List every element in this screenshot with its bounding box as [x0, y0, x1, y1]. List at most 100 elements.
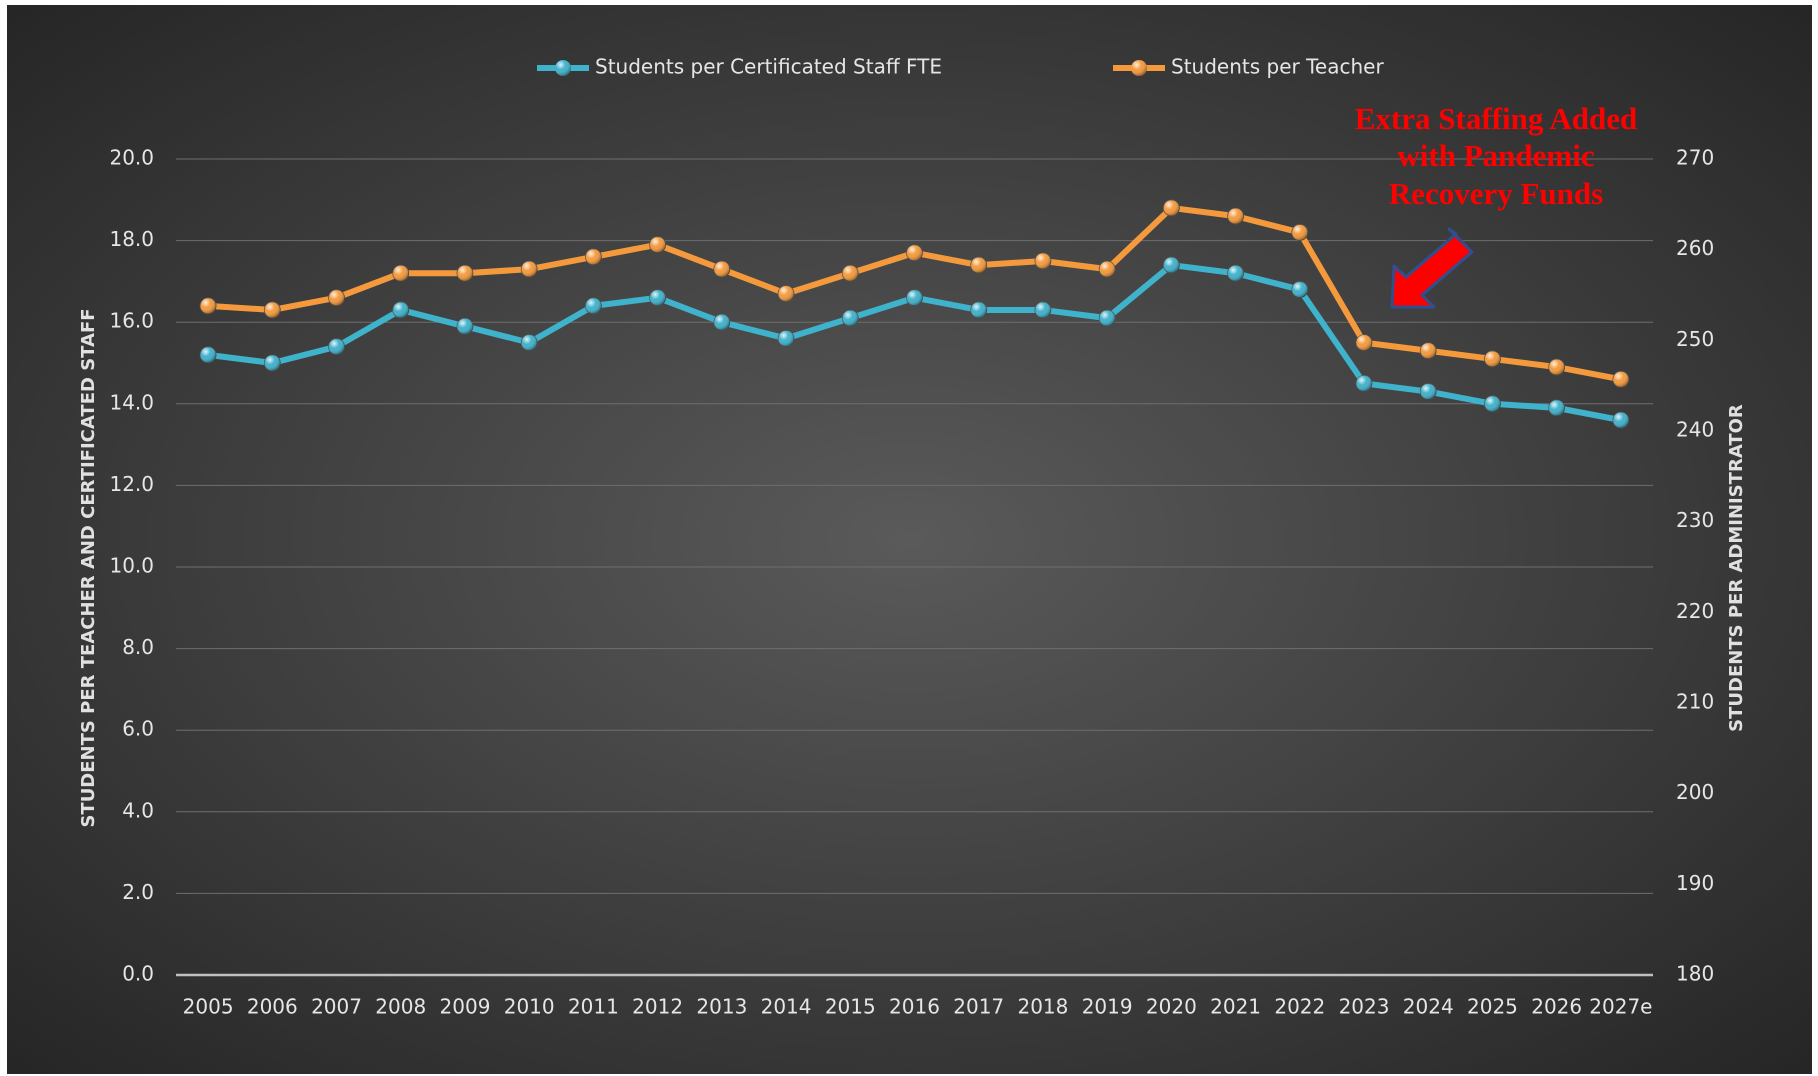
x-tick-label: 2024	[1403, 995, 1454, 1019]
y2-tick-label: 180	[1676, 962, 1714, 986]
data-point-highlight	[649, 289, 666, 306]
y-tick-label: 12.0	[109, 472, 154, 496]
legend-marker-highlight	[1131, 60, 1147, 76]
data-point-highlight	[1420, 383, 1437, 400]
x-tick-label: 2012	[632, 995, 683, 1019]
y-axis-title: STUDENTS PER TEACHER AND CERTIFICATED ST…	[78, 308, 99, 827]
data-point-highlight	[200, 297, 217, 314]
data-point-highlight	[1163, 199, 1180, 216]
annotation: Recovery Funds	[1389, 176, 1603, 211]
data-point-highlight	[392, 301, 409, 318]
y2-tick-label: 190	[1676, 871, 1714, 895]
x-tick-label: 2013	[696, 995, 747, 1019]
data-point-highlight	[392, 265, 409, 282]
data-point-highlight	[200, 346, 217, 363]
x-tick-label: 2011	[568, 995, 619, 1019]
data-point-highlight	[456, 318, 473, 335]
data-point-highlight	[778, 330, 795, 347]
y-tick-label: 6.0	[122, 717, 154, 741]
y2-tick-label: 270	[1676, 146, 1714, 170]
x-tick-label: 2018	[1017, 995, 1068, 1019]
x-tick-label: 2025	[1467, 995, 1518, 1019]
y-tick-label: 4.0	[122, 798, 154, 822]
data-point-highlight	[1484, 350, 1501, 367]
y2-tick-label: 250	[1676, 327, 1714, 351]
data-point-highlight	[649, 236, 666, 253]
y2-tick-label: 220	[1676, 599, 1714, 623]
y2-tick-label: 240	[1676, 418, 1714, 442]
data-point-highlight	[585, 248, 602, 265]
data-point-highlight	[1291, 224, 1308, 241]
data-point-highlight	[1034, 301, 1051, 318]
x-tick-label: 2006	[247, 995, 298, 1019]
legend-label: Students per Certificated Staff FTE	[595, 55, 942, 79]
data-point-highlight	[1548, 359, 1565, 376]
data-point-highlight	[1612, 412, 1629, 429]
data-point-highlight	[1163, 257, 1180, 274]
y-tick-label: 20.0	[109, 146, 154, 170]
data-point-highlight	[456, 265, 473, 282]
series-group	[199, 199, 1630, 429]
data-point-highlight	[1227, 265, 1244, 282]
data-point-highlight	[1227, 208, 1244, 225]
x-tick-label: 2015	[825, 995, 876, 1019]
legend-marker-highlight	[555, 60, 571, 76]
x-tick-label: 2022	[1274, 995, 1325, 1019]
x-tick-label: 2021	[1210, 995, 1261, 1019]
data-point-highlight	[842, 265, 859, 282]
data-point-highlight	[713, 261, 730, 278]
data-point-highlight	[1484, 395, 1501, 412]
data-point-highlight	[970, 301, 987, 318]
y-tick-label: 0.0	[122, 962, 154, 986]
y2-tick-label: 200	[1676, 780, 1714, 804]
data-point-highlight	[970, 257, 987, 274]
data-point-highlight	[328, 289, 345, 306]
x-tick-label: 2026	[1531, 995, 1582, 1019]
y2-tick-label: 210	[1676, 690, 1714, 714]
y-tick-label: 16.0	[109, 309, 154, 333]
data-point-highlight	[521, 334, 538, 351]
data-point-highlight	[906, 289, 923, 306]
data-point-highlight	[585, 297, 602, 314]
data-point-highlight	[328, 338, 345, 355]
y2-axis-title: STUDENTS PER ADMINISTRATOR	[1726, 404, 1747, 732]
x-tick-label: 2009	[440, 995, 491, 1019]
data-point-highlight	[713, 314, 730, 331]
annotation: with Pandemic	[1397, 138, 1594, 173]
y-tick-label: 14.0	[109, 390, 154, 414]
data-point-highlight	[264, 355, 281, 371]
data-point-highlight	[906, 244, 923, 261]
data-point-highlight	[1612, 371, 1629, 388]
data-point-highlight	[1291, 281, 1308, 298]
data-point-highlight	[842, 310, 859, 327]
data-point-highlight	[1034, 253, 1051, 269]
x-tick-label: 2020	[1146, 995, 1197, 1019]
x-tick-label: 2007	[311, 995, 362, 1019]
y-tick-label: 10.0	[109, 554, 154, 578]
x-tick-label: 2008	[375, 995, 426, 1019]
data-point-highlight	[778, 285, 795, 302]
x-tick-label: 2019	[1082, 995, 1133, 1019]
y-tick-label: 2.0	[122, 880, 154, 904]
y-tick-label: 8.0	[122, 635, 154, 659]
x-tick-label: 2027e	[1589, 995, 1652, 1019]
y2-tick-label: 260	[1676, 236, 1714, 260]
data-point-highlight	[521, 261, 538, 278]
data-point-highlight	[1548, 399, 1565, 416]
data-point-highlight	[264, 301, 281, 318]
data-point-highlight	[1356, 334, 1373, 351]
data-point-highlight	[1356, 375, 1373, 392]
y2-tick-label: 230	[1676, 508, 1714, 532]
annotation: Extra Staffing Added	[1355, 101, 1637, 136]
data-point-highlight	[1099, 310, 1116, 327]
x-tick-label: 2010	[504, 995, 555, 1019]
x-tick-label: 2016	[889, 995, 940, 1019]
annotation-arrow	[1390, 227, 1474, 309]
data-point-highlight	[1420, 342, 1437, 359]
grid	[176, 158, 1653, 977]
y-tick-label: 18.0	[109, 227, 154, 251]
x-tick-label: 2017	[953, 995, 1004, 1019]
x-tick-label: 2023	[1339, 995, 1390, 1019]
x-tick-label: 2005	[183, 995, 234, 1019]
